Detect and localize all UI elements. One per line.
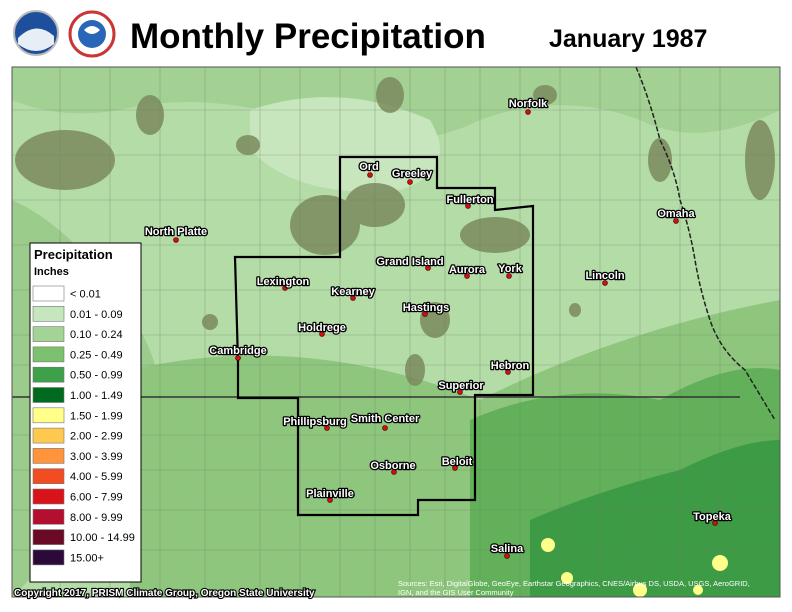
city-label: Lincoln (585, 270, 624, 282)
legend-label: 2.00 - 2.99 (70, 431, 123, 443)
city-dot (235, 355, 241, 361)
legend-swatch (32, 488, 65, 505)
legend-label: 0.50 - 0.99 (70, 370, 123, 382)
city-label: Grand Island (376, 256, 443, 268)
legend-label: 8.00 - 9.99 (70, 512, 123, 524)
city-dot (465, 203, 471, 209)
copyright: Copyright 2017, PRISM Climate Group, Ore… (14, 588, 315, 599)
legend-label: 6.00 - 7.99 (70, 492, 123, 504)
city-dot (505, 369, 511, 375)
legend-swatch (32, 508, 65, 525)
city-label: Holdrege (298, 322, 346, 334)
attribution: IGN, and the GIS User Community (398, 588, 514, 597)
city-dot (602, 280, 608, 286)
legend-label: 1.00 - 1.49 (70, 390, 123, 402)
city-label: Osborne (370, 460, 415, 472)
city-label: York (498, 263, 523, 275)
city-label: Fullerton (446, 194, 493, 206)
cities: Norfolk Ord Greeley Fullerton Omaha North Pla… (144, 97, 733, 559)
precip-zone (250, 97, 440, 192)
legend-label: < 0.01 (70, 289, 101, 301)
city-dot (324, 425, 330, 431)
city-label: North Platte (145, 226, 207, 238)
city-label: Aurora (449, 264, 486, 276)
city-dot (525, 109, 531, 115)
legend-units: Inches (34, 266, 69, 278)
legend-label: 0.25 - 0.49 (70, 349, 123, 361)
city-dot (367, 172, 373, 178)
noaa-logo-wave (18, 28, 54, 51)
legend-swatch (32, 549, 65, 566)
legend-swatch (32, 285, 65, 302)
logos (13, 10, 116, 58)
city-dot (452, 465, 458, 471)
legend-label: 10.00 - 14.99 (70, 532, 135, 544)
city-label: Phillipsburg (283, 416, 347, 428)
city-label: Ord (359, 161, 379, 173)
legend-label: 15.00+ (70, 552, 104, 564)
legend-label: 0.01 - 0.09 (70, 309, 123, 321)
city-dot (506, 273, 512, 279)
city-dot (391, 469, 397, 475)
legend-label: 0.10 - 0.24 (70, 329, 123, 341)
city-label: Plainville (306, 488, 354, 500)
region-outline (233, 155, 535, 517)
city-label: Omaha (657, 208, 695, 220)
city-label: Cambridge (209, 345, 266, 357)
city-dot (464, 273, 470, 279)
precip-high (541, 538, 728, 597)
map-frame (11, 66, 781, 598)
legend-swatch (32, 448, 65, 464)
legend-swatch (32, 387, 65, 403)
legend-swatch (32, 305, 65, 322)
city-dot (457, 389, 463, 395)
city-dot (673, 218, 679, 224)
city-label: Topeka (693, 511, 732, 523)
legend-swatch (32, 427, 65, 444)
legend: Precipitation Inches < 0.01 0.01 - 0.09 0.… (29, 242, 142, 583)
city-label: Kearney (331, 286, 375, 298)
nws-logo-mark (84, 26, 100, 34)
city-dot (382, 425, 388, 431)
legend-swatch (32, 529, 65, 545)
city-label: Salina (491, 543, 524, 555)
city-dot (319, 331, 325, 337)
city-dot (173, 237, 179, 243)
city-dot (407, 179, 413, 185)
legend-title: Precipitation (34, 247, 113, 262)
city-label: Lexington (257, 276, 310, 288)
city-dot (504, 553, 510, 559)
city-dot (350, 295, 356, 301)
terrain (15, 77, 775, 386)
city-label: Hastings (403, 302, 449, 314)
city-label: Greeley (392, 168, 433, 180)
legend-swatch (32, 468, 65, 485)
legend-swatch (32, 326, 65, 342)
city-dot (712, 520, 718, 526)
state-border (635, 67, 776, 421)
legend-swatch (32, 366, 65, 383)
legend-label: 1.50 - 1.99 (70, 410, 123, 422)
legend-swatch (32, 407, 65, 424)
city-dot (425, 265, 431, 271)
city-label: Norfolk (509, 98, 548, 110)
date: January 1987 (549, 25, 707, 53)
city-dot (422, 311, 428, 317)
city-label: Beloit (442, 456, 473, 468)
attribution: Sources: Esri, DigitalGlobe, GeoEye, Ear… (398, 579, 750, 588)
legend-label: 4.00 - 5.99 (70, 471, 123, 483)
city-dot (282, 285, 288, 291)
city-label: Superior (438, 380, 484, 392)
city-label: Hebron (491, 360, 530, 372)
city-dot (327, 497, 333, 503)
legend-label: 3.00 - 3.99 (70, 451, 123, 463)
title: Monthly Precipitation (130, 17, 486, 56)
legend-swatch (32, 346, 65, 363)
city-label: Smith Center (351, 413, 420, 425)
